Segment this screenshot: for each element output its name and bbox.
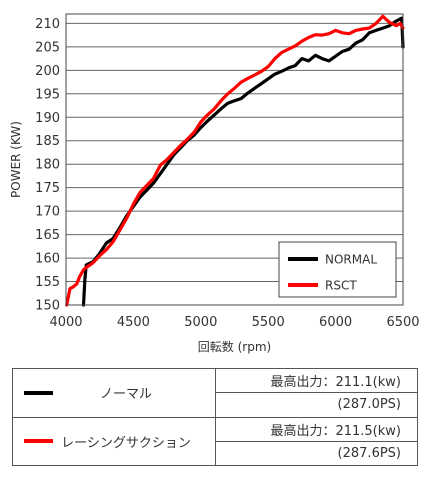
power-chart: 150155160165170175180185190195200205210 …: [9, 13, 420, 354]
swatch-normal: [24, 390, 53, 395]
table-row: (287.6PS): [13, 440, 418, 467]
series-name-rsct: レーシングサクション: [61, 435, 191, 451]
y-tick-label: 205: [35, 40, 60, 55]
y-tick-label: 155: [35, 275, 60, 290]
x-tick-label: 5000: [184, 315, 217, 330]
x-axis-label: 回転数 (rpm): [198, 339, 271, 354]
max-output-ps-rsct: (287.6PS): [215, 440, 418, 467]
row-name-rsct: レーシングサクション: [12, 416, 216, 466]
y-tick-label: 175: [35, 181, 60, 196]
table-row: レーシングサクション 最高出力：211.5(kw): [12, 416, 418, 466]
y-tick-label: 165: [35, 228, 60, 243]
series-layer: [65, 14, 405, 307]
x-tick-label: 4500: [117, 315, 150, 330]
series-line-rsct: [65, 14, 405, 307]
row-name-normal: ノーマル: [12, 368, 216, 418]
max-output-kw-rsct: 最高出力：211.5(kw): [215, 416, 418, 442]
table-row: (287.0PS): [13, 392, 418, 418]
legend-box: [278, 241, 397, 298]
plot-frame: [65, 13, 404, 306]
grid-lines: [66, 22, 403, 306]
y-tick-label: 190: [35, 111, 60, 126]
y-axis-label: POWER (KW): [9, 121, 23, 198]
swatch-rsct: [24, 439, 53, 444]
y-tick-label: 210: [35, 17, 60, 32]
y-tick-label: 185: [35, 134, 60, 149]
x-tick-label: 6500: [386, 315, 419, 330]
y-tick-label: 160: [35, 252, 60, 267]
series-name-normal: ノーマル: [99, 387, 152, 403]
spec-table: ノーマル 最高出力：211.1(kw) (287.0PS) レーシングサクション…: [12, 367, 418, 467]
legend-label-normal: NORMAL: [325, 253, 377, 267]
y-tick-label: 195: [35, 87, 60, 102]
y-tick-label: 150: [35, 299, 60, 314]
x-tick-label: 5500: [252, 315, 285, 330]
x-tick-label: 6000: [319, 315, 352, 330]
legend: NORMAL RSCT: [278, 241, 397, 298]
y-tick-label: 180: [35, 158, 60, 173]
x-tick-label: 4000: [49, 315, 82, 330]
x-axis-ticks: 4000 4500 5000 5500 6000 6500: [49, 315, 419, 330]
y-tick-label: 170: [35, 205, 60, 220]
max-output-kw-normal: 最高出力：211.1(kw): [215, 367, 418, 394]
y-tick-label: 200: [35, 64, 60, 79]
legend-label-rsct: RSCT: [325, 279, 357, 293]
max-output-ps-normal: (287.0PS): [215, 392, 418, 418]
table-row: ノーマル 最高出力：211.1(kw): [12, 367, 418, 418]
y-axis-ticks: 150 155 160 165 170 175 180 185 190 195 200 205 210: [35, 17, 60, 314]
